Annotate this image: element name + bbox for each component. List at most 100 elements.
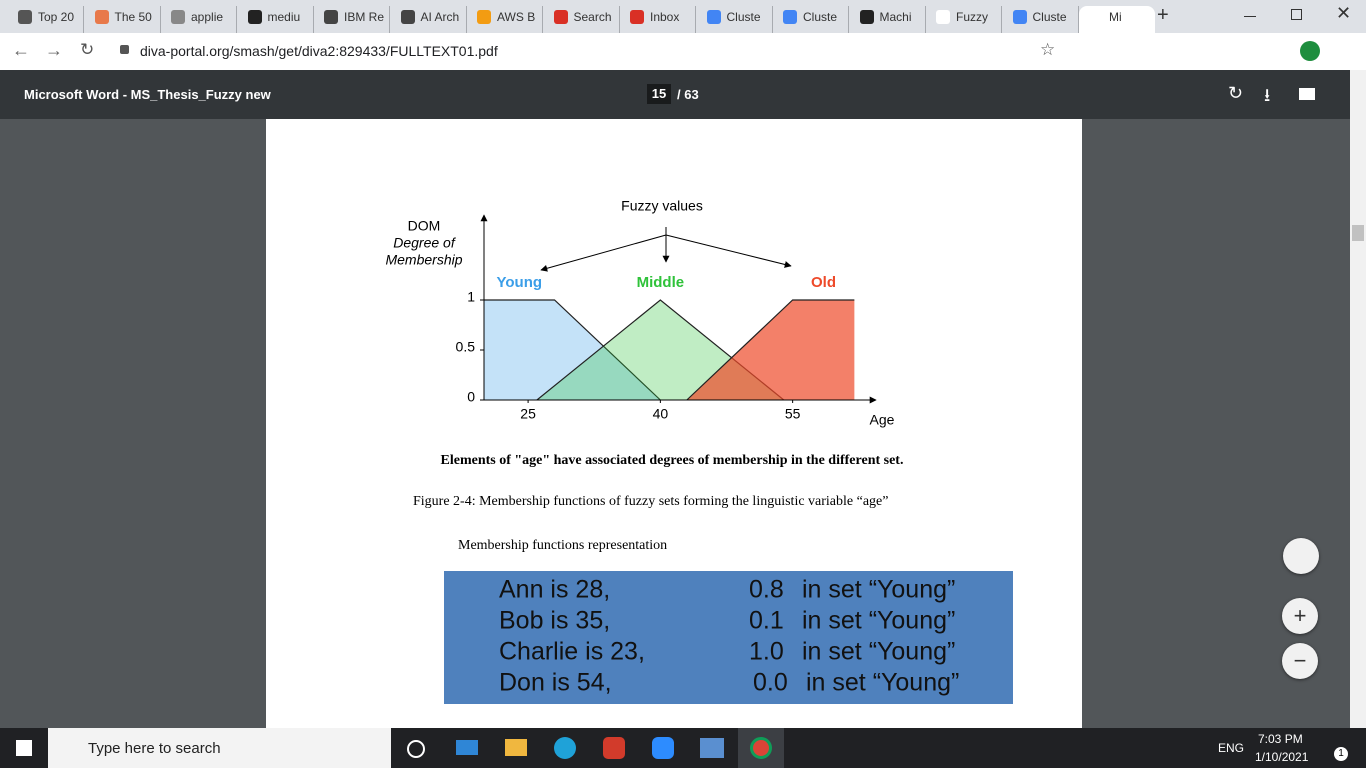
arrow <box>540 234 667 272</box>
chrome-app[interactable] <box>738 728 784 768</box>
table-cell: 0.8 <box>749 576 784 604</box>
mail-app[interactable] <box>456 740 478 755</box>
tab-icon <box>18 10 32 24</box>
tab-title: Fuzzy <box>956 10 989 24</box>
zoom-app[interactable] <box>652 737 674 759</box>
series-label: Old <box>811 274 836 291</box>
forward[interactable]: → <box>45 40 63 60</box>
task-view[interactable] <box>407 740 425 758</box>
tab[interactable]: Cluste <box>773 6 849 33</box>
tab-icon <box>783 10 797 24</box>
y-tick-label: 1 <box>467 289 475 305</box>
restore[interactable] <box>1291 9 1302 20</box>
y-tick-label: 0 <box>467 389 475 405</box>
rotate[interactable]: ↻ <box>1228 83 1244 103</box>
x-label: Age <box>870 412 895 428</box>
tab-icon <box>171 10 185 24</box>
edge-app[interactable] <box>554 737 576 759</box>
x-tick-label: 55 <box>785 406 801 422</box>
url[interactable]: diva-portal.org/smash/get/diva2:829433/F… <box>140 43 498 59</box>
tab[interactable]: Top 20 <box>8 6 84 33</box>
tab-title: Cluste <box>1032 10 1067 24</box>
fit-page[interactable] <box>1283 538 1319 574</box>
tab-icon <box>553 10 568 24</box>
app[interactable] <box>603 737 625 759</box>
profile[interactable] <box>1300 41 1320 61</box>
tab-icon <box>859 10 874 24</box>
tab-icon <box>400 10 415 24</box>
table-cell: Don is 54, <box>499 669 612 697</box>
membership-line <box>484 299 661 401</box>
table-cell: in set “Young” <box>802 607 955 635</box>
search-placeholder: Type here to search <box>88 740 221 757</box>
tab-title: AI Arch <box>420 10 460 24</box>
clock-time[interactable]: 7:03 PM <box>1258 732 1303 746</box>
document-title: Microsoft Word - MS_Thesis_Fuzzy new <box>24 87 271 102</box>
table-cell: in set “Young” <box>802 638 955 666</box>
zoom-in[interactable]: + <box>1282 598 1318 634</box>
tab-icon <box>324 10 338 24</box>
table-cell: 0.1 <box>749 607 784 635</box>
table-cell: 1.0 <box>749 638 784 666</box>
tab-title: mediu <box>267 10 301 24</box>
tab-icon <box>706 10 721 24</box>
tab-title: AWS B <box>497 10 536 24</box>
tab-title: Inbox <box>650 10 680 24</box>
notification-badge[interactable]: 1 <box>1334 747 1348 761</box>
tab[interactable]: Cluste <box>697 6 773 33</box>
series-label: Young <box>496 274 542 291</box>
membership-line <box>686 299 855 401</box>
tab-title: Machi <box>879 10 912 24</box>
table-cell: Ann is 28, <box>499 576 610 604</box>
tab-icon <box>1012 10 1027 24</box>
tab[interactable]: Machi <box>850 6 926 33</box>
address-bar: ← → ↻ diva-portal.org/smash/get/diva2:82… <box>0 33 1366 71</box>
new-tab[interactable]: + <box>1157 4 1169 26</box>
tab-title: The 50 <box>114 10 152 24</box>
download[interactable]: ⭳ <box>1264 85 1271 105</box>
minimize[interactable] <box>1244 16 1256 17</box>
app[interactable] <box>700 738 724 758</box>
page-number[interactable]: 15 <box>647 84 671 104</box>
language[interactable]: ENG <box>1218 741 1245 755</box>
bookmark-star[interactable]: ☆ <box>1040 40 1056 59</box>
figure-caption: Figure 2-4: Membership functions of fuzz… <box>413 494 888 509</box>
tab[interactable]: Mi <box>1079 6 1155 33</box>
tab[interactable]: Fuzzy <box>926 6 1002 33</box>
tab[interactable]: applie <box>161 6 237 33</box>
lock-icon <box>120 45 129 54</box>
zoom-out[interactable]: − <box>1282 643 1318 679</box>
reload[interactable]: ↻ <box>80 40 95 59</box>
tab[interactable]: IBM Re <box>314 6 390 33</box>
back[interactable]: ← <box>12 40 30 60</box>
tab-title: applie <box>191 10 224 24</box>
tab[interactable]: mediu <box>238 6 314 33</box>
scrollbar[interactable] <box>1350 70 1366 728</box>
tab[interactable]: The 50 <box>85 6 161 33</box>
start-button[interactable] <box>16 740 32 756</box>
search-box[interactable]: Type here to search <box>48 728 391 768</box>
tab[interactable]: Inbox <box>620 6 696 33</box>
y-tick-label: 0.5 <box>456 339 476 355</box>
tab-title: Top 20 <box>38 10 75 24</box>
annotation: Fuzzy values <box>621 198 703 214</box>
y-label-note: Degree of <box>393 235 457 251</box>
close[interactable]: ✕ <box>1336 3 1352 23</box>
clock-date[interactable]: 1/10/2021 <box>1255 750 1309 764</box>
y-label: DOM <box>408 218 441 234</box>
tab[interactable]: Search <box>544 6 620 33</box>
taskbar: Type here to search ENG 7:03 PM 1/10/202… <box>0 728 1366 768</box>
explorer-app[interactable] <box>505 739 527 756</box>
tab[interactable]: Cluste <box>1003 6 1079 33</box>
page-total: / 63 <box>677 87 699 102</box>
area-fill <box>686 300 855 400</box>
tab[interactable]: AI Arch <box>391 6 467 33</box>
table-cell: in set “Young” <box>806 669 959 697</box>
tab-title: Cluste <box>726 10 761 24</box>
print[interactable] <box>1299 88 1315 100</box>
figure: Fuzzy values DOM Degree of Membership Ag… <box>385 198 1013 704</box>
x-tick-label: 40 <box>653 406 669 422</box>
tab[interactable]: AWS B <box>467 6 543 33</box>
table-cell: 0.0 <box>753 669 788 697</box>
